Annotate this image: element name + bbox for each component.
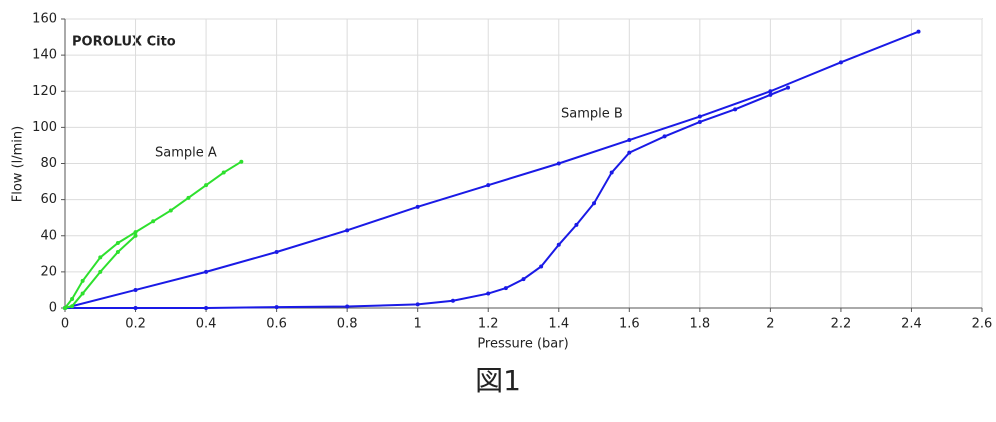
data-point [662, 134, 667, 139]
x-tick-label: 2.6 [972, 317, 993, 332]
y-tick-label: 60 [40, 192, 57, 207]
data-point [204, 306, 209, 310]
data-point [133, 287, 138, 292]
x-tick-label: 0.6 [266, 317, 287, 332]
data-point [768, 92, 773, 97]
y-tick-label: 120 [32, 84, 57, 99]
data-point [98, 269, 103, 274]
x-tick-label: 0.4 [196, 317, 217, 332]
data-point [539, 264, 544, 269]
data-point [450, 298, 455, 303]
data-point [486, 291, 491, 296]
x-tick-label: 1.6 [619, 317, 640, 332]
data-point [503, 286, 508, 291]
data-point [274, 305, 279, 310]
x-tick-label: 1.2 [478, 317, 499, 332]
data-point [239, 159, 244, 164]
x-tick-label: 1 [414, 317, 422, 332]
x-tick-label: 2.2 [831, 317, 852, 332]
y-tick-label: 160 [32, 12, 57, 27]
data-point [592, 201, 597, 206]
data-point [63, 306, 67, 310]
x-tick-label: 1.8 [690, 317, 711, 332]
data-point [133, 230, 138, 235]
data-point [133, 306, 138, 310]
x-tick-label: 0.8 [337, 317, 358, 332]
x-tick-label: 1.4 [548, 317, 569, 332]
data-point [80, 278, 85, 283]
data-point [916, 29, 921, 34]
data-point [786, 85, 791, 90]
data-point [556, 161, 561, 166]
data-point [274, 250, 279, 255]
data-point [345, 228, 350, 233]
data-point [556, 242, 561, 247]
data-point [609, 170, 614, 175]
y-tick-label: 40 [40, 228, 57, 243]
y-tick-label: 80 [40, 156, 57, 171]
data-point [838, 60, 843, 65]
data-point [697, 114, 702, 119]
data-point [70, 296, 75, 301]
data-point [627, 138, 632, 143]
data-point [80, 291, 85, 296]
x-tick-label: 0.2 [125, 317, 146, 332]
data-point [204, 269, 209, 274]
data-point [151, 219, 156, 224]
x-tick-label: 2.4 [901, 317, 922, 332]
data-point [415, 302, 420, 307]
data-point [415, 204, 420, 209]
data-point [345, 304, 350, 309]
data-point [733, 107, 738, 112]
data-point [168, 208, 173, 213]
y-tick-label: 20 [40, 264, 57, 279]
data-point [574, 222, 579, 227]
y-tick-label: 0 [49, 301, 57, 316]
x-tick-label: 0 [61, 317, 69, 332]
chart-title: POROLUX Cito [72, 35, 176, 50]
data-point [768, 89, 773, 94]
y-tick-label: 140 [32, 48, 57, 63]
data-point [186, 195, 191, 200]
data-point [70, 304, 75, 309]
data-point [521, 277, 526, 282]
data-point [221, 170, 226, 175]
data-point [697, 119, 702, 124]
data-point [486, 183, 491, 188]
data-point [98, 255, 103, 260]
data-point [115, 240, 120, 245]
data-point [115, 250, 120, 255]
x-axis-label: Pressure (bar) [477, 337, 568, 352]
x-tick-label: 2 [766, 317, 774, 332]
data-point [627, 150, 632, 155]
data-point [204, 183, 209, 188]
caption: 図1 [475, 364, 521, 397]
y-axis-label: Flow (l/min) [11, 126, 26, 202]
annotation: Sample B [561, 107, 623, 122]
series-line [64, 160, 242, 309]
data-point [133, 233, 138, 238]
annotation: Sample A [155, 146, 217, 161]
y-tick-label: 100 [32, 120, 57, 135]
